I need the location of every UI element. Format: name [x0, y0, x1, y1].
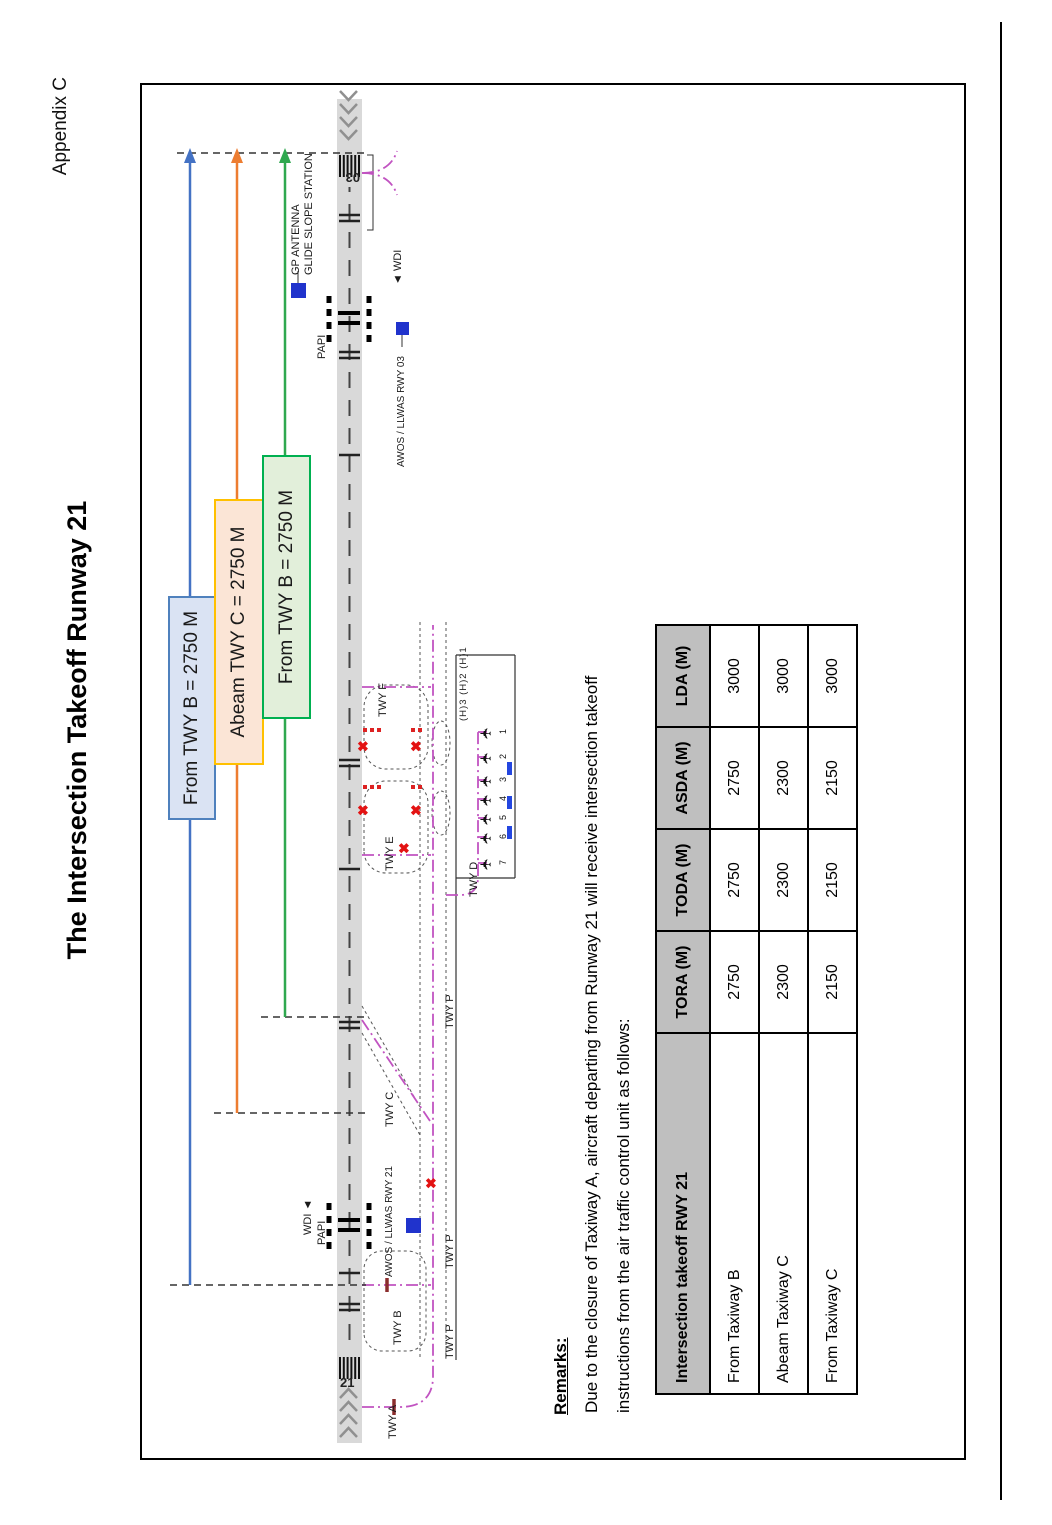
wdi-text: WDI: [302, 1213, 314, 1235]
table-row: From Taxiway C 2150 2150 2150 3000: [808, 625, 857, 1394]
label-twy-d: TWY D: [468, 861, 480, 897]
callout-from-twy-b-label: From TWY B = 2750 M: [181, 610, 202, 806]
callout-from-twy-c-label: From TWY B = 2750 M: [275, 489, 297, 685]
label-twy-p: TWY P: [444, 1234, 456, 1269]
label-twy-c: TWY C: [384, 1091, 396, 1127]
callout-abeam-twy-c: Abeam TWY C = 2750 M: [214, 499, 264, 765]
callout-from-twy-b: From TWY B = 2750 M: [168, 596, 216, 820]
stand-number: 7: [498, 859, 508, 865]
cell-lda: 3000: [808, 625, 857, 727]
aircraft-icon: ✈: [479, 772, 492, 790]
table-row: Abeam Taxiway C 2300 2300 2300 3000: [759, 625, 808, 1394]
cell-tora: 2750: [710, 931, 759, 1033]
callout-from-twy-c: From TWY B = 2750 M: [262, 455, 311, 719]
cell-toda: 2300: [759, 829, 808, 931]
aircraft-icon: ✈: [479, 749, 492, 767]
label-twy-a: TWY A: [387, 1404, 399, 1439]
remarks-heading: Remarks:: [551, 1337, 570, 1416]
header-asda: ASDA (M): [656, 727, 710, 829]
label-twy-p: TWY P: [444, 1324, 456, 1359]
equipment-squares: [291, 271, 421, 1233]
table-header-row: Intersection takeoff RWY 21 TORA (M) TOD…: [656, 625, 710, 1394]
header-intersection: Intersection takeoff RWY 21: [656, 1033, 710, 1394]
closed-x-icon: ✖: [355, 804, 371, 816]
label-awos-rwy21: AWOS / LLWAS RWY 21: [384, 1166, 395, 1277]
label-helipads: (H)3 (H)2 (H)1: [458, 646, 469, 721]
wdi-icon: ◄: [392, 274, 404, 285]
label-twy-f: TWY F: [377, 682, 389, 717]
runway-number-21: 21: [340, 1375, 355, 1390]
table-row: From Taxiway B 2750 2750 2750 3000: [710, 625, 759, 1394]
jetbridge-bar: [507, 796, 512, 809]
stand-number: 2: [498, 753, 508, 759]
header-lda: LDA (M): [656, 625, 710, 727]
jetbridge-bar: [507, 762, 512, 775]
closure-bars: [363, 728, 425, 1415]
cell-asda: 2150: [808, 727, 857, 829]
row-label: Abeam Taxiway C: [759, 1033, 808, 1394]
closed-x-icon: ✖: [423, 1177, 439, 1189]
cell-tora: 2150: [808, 931, 857, 1033]
closed-x-icon: ✖: [408, 804, 424, 816]
taxiway-network: [291, 150, 516, 1415]
cell-lda: 3000: [759, 625, 808, 727]
aircraft-icon: ✈: [479, 724, 492, 742]
remarks-line1: Due to the closure of Taxiway A, aircraf…: [582, 675, 601, 1413]
label-twy-e: TWY E: [384, 836, 396, 871]
label-wdi-left: WDI ◄: [302, 1200, 314, 1235]
runway-marks: [339, 213, 360, 1312]
aircraft-icon: ✈: [479, 829, 492, 847]
row-label: From Taxiway B: [710, 1033, 759, 1394]
aircraft-icon: ✈: [479, 810, 492, 828]
papi-bars: [326, 292, 372, 1249]
callout-abeam-twy-c-label: Abeam TWY C = 2750 M: [228, 526, 249, 738]
label-awos-rwy03: AWOS / LLWAS RWY 03: [396, 356, 407, 467]
cell-asda: 2750: [710, 727, 759, 829]
wdi-text: WDI: [392, 249, 404, 272]
cell-toda: 2150: [808, 829, 857, 931]
cell-toda: 2750: [710, 829, 759, 931]
runway-number-03: 03: [345, 170, 360, 185]
row-label: From Taxiway C: [808, 1033, 857, 1394]
label-papi-right: PAPI: [316, 334, 328, 359]
runway-strip: [326, 90, 374, 1443]
header-tora: TORA (M): [656, 931, 710, 1033]
gp-antenna-line1: GP ANTENNA: [290, 204, 302, 275]
header-toda: TODA (M): [656, 829, 710, 931]
cell-lda: 3000: [710, 625, 759, 727]
wdi-icon: ◄: [302, 1199, 314, 1211]
closed-x-icon: ✖: [355, 740, 371, 752]
gp-antenna-line2: GLIDE SLOPE STATION: [303, 153, 316, 275]
stand-number: 5: [498, 814, 508, 820]
threshold-chevrons: [339, 90, 358, 1438]
cell-asda: 2300: [759, 727, 808, 829]
stand-number: 1: [498, 728, 508, 734]
closed-x-icon: ✖: [396, 842, 412, 854]
label-twy-b: TWY B: [392, 1310, 404, 1345]
jetbridge-bar: [507, 826, 512, 839]
cell-tora: 2300: [759, 931, 808, 1033]
aircraft-icon: ✈: [479, 791, 492, 809]
closed-x-icon: ✖: [408, 740, 424, 752]
remarks-line2: instructions from the air traffic contro…: [614, 1018, 633, 1413]
declared-distances-table: Intersection takeoff RWY 21 TORA (M) TOD…: [655, 624, 858, 1395]
label-wdi-right: ◄ WDI: [392, 250, 404, 285]
label-gp-antenna: GP ANTENNA GLIDE SLOPE STATION: [290, 153, 316, 275]
taxiway-centrelines: [361, 150, 487, 1408]
label-papi-left: PAPI: [316, 1220, 328, 1245]
stand-number: 3: [498, 776, 508, 782]
label-twy-p: TWY P: [444, 994, 456, 1029]
aircraft-icon: ✈: [479, 855, 492, 873]
